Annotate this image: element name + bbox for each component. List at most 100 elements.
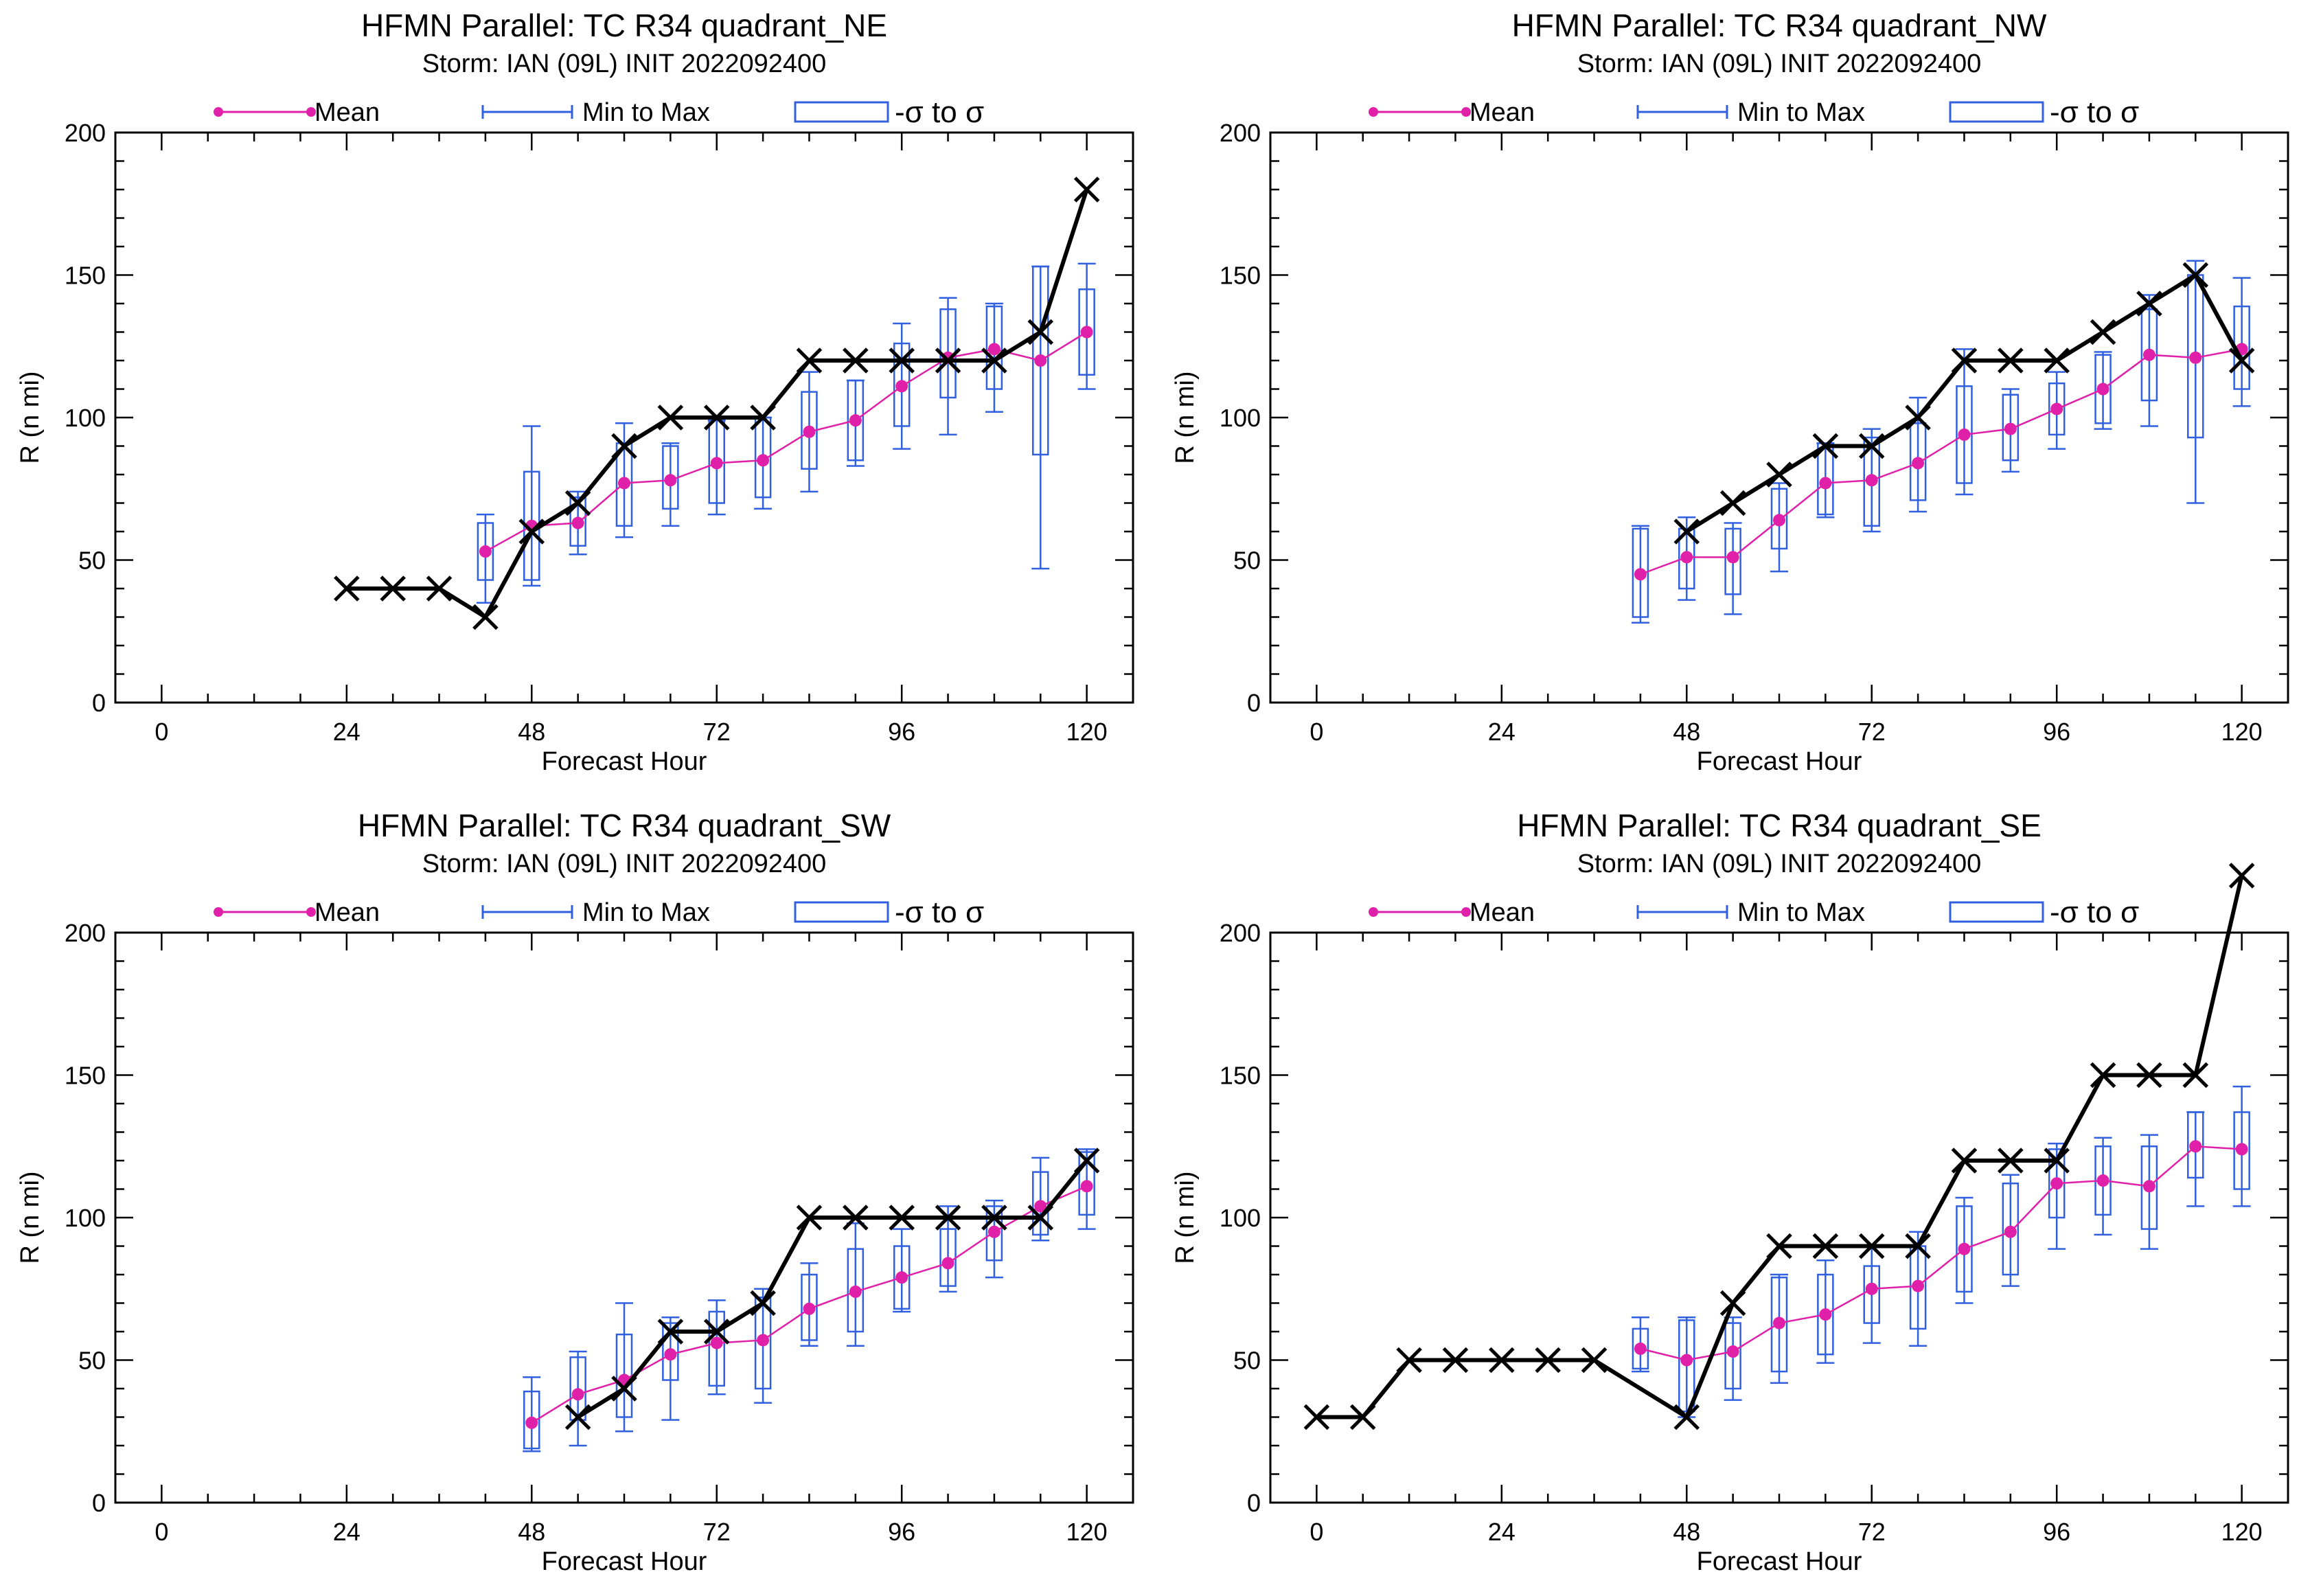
legend-mean-label: Mean — [315, 98, 380, 127]
best-track-marker — [796, 1205, 823, 1231]
legend-mean-dot — [1369, 907, 1378, 917]
best-track-marker — [334, 575, 360, 602]
best-track-marker — [564, 490, 591, 516]
sigma-box — [1632, 1327, 1649, 1370]
x-tick-label: 48 — [518, 718, 545, 746]
sigma-box — [1956, 1205, 1973, 1293]
best-track-marker — [2044, 1148, 2070, 1174]
legend-sigma-box — [794, 901, 889, 923]
best-track-marker — [750, 1290, 776, 1316]
sigma-box — [1632, 527, 1649, 618]
mean-point — [895, 380, 908, 393]
best-track-marker — [611, 1376, 637, 1402]
best-track-marker — [1489, 1347, 1515, 1373]
sigma-box — [569, 1356, 586, 1421]
best-track-marker — [1349, 1404, 1376, 1430]
legend-sigma-box — [794, 101, 889, 123]
x-tick-label: 72 — [1858, 1518, 1886, 1546]
legend: Mean Min to Max -σ to σ — [214, 95, 984, 129]
best-track-marker — [1027, 1205, 1054, 1231]
x-axis-label: Forecast Hour — [1697, 747, 1862, 776]
y-tick-label: 150 — [1220, 262, 1261, 290]
best-track-marker — [1998, 1148, 2024, 1174]
best-track-marker — [2136, 1062, 2162, 1088]
y-tick-label: 150 — [1220, 1062, 1261, 1090]
sigma-box — [893, 1245, 911, 1310]
best-track-marker — [1998, 347, 2024, 374]
x-tick-label: 24 — [1488, 718, 1516, 746]
mean-point — [664, 1348, 677, 1361]
legend: Mean Min to Max -σ to σ — [214, 896, 984, 929]
sigma-box — [847, 1248, 865, 1333]
mean-point — [1958, 1242, 1971, 1255]
chart-title: HFMN Parallel: TC R34 quadrant_NE — [361, 8, 887, 43]
sigma-box — [1678, 1319, 1695, 1413]
best-track-marker — [1673, 518, 1700, 545]
mean-point — [1819, 1308, 1832, 1321]
sigma-box — [523, 1390, 540, 1450]
x-tick-label: 0 — [1310, 718, 1323, 746]
y-tick-label: 150 — [65, 262, 106, 290]
x-tick-label: 120 — [2221, 1518, 2263, 1546]
legend-sigma-label: -σ to σ — [895, 95, 984, 129]
sigma-box — [1724, 1322, 1741, 1390]
mean-point — [571, 516, 584, 529]
chart-subtitle: Storm: IAN (09L) INIT 2022092400 — [422, 49, 827, 78]
sigma-box — [754, 1296, 772, 1390]
mean-point — [895, 1271, 908, 1284]
chart-panel: HFMN Parallel: TC R34 quadrant_SW Storm: … — [16, 808, 1134, 1576]
legend-mean-dot — [214, 107, 223, 117]
mean-point — [1634, 568, 1647, 581]
sigma-box — [985, 305, 1003, 390]
mean-point — [2050, 402, 2063, 415]
x-tick-label: 72 — [1858, 718, 1886, 746]
y-tick-label: 150 — [65, 1062, 106, 1090]
sigma-box — [1863, 436, 1880, 527]
best-track-marker — [1073, 1148, 1100, 1174]
best-track-marker — [1073, 176, 1100, 203]
mean-point — [1080, 1180, 1093, 1193]
mean-point — [803, 425, 816, 438]
mean-point — [2004, 1225, 2017, 1238]
y-tick-label: 200 — [1220, 919, 1261, 947]
legend-minmax-label: Min to Max — [582, 98, 710, 127]
y-tick-label: 0 — [92, 689, 106, 717]
x-tick-label: 48 — [518, 1518, 545, 1546]
sigma-box — [2048, 382, 2066, 436]
chart-title: HFMN Parallel: TC R34 quadrant_SW — [358, 808, 891, 843]
y-tick-label: 200 — [65, 119, 106, 147]
sigma-box — [477, 522, 494, 581]
best-track-marker — [1027, 319, 1054, 345]
x-tick-label: 96 — [888, 718, 915, 746]
chart-panel: HFMN Parallel: TC R34 quadrant_NE Storm: … — [16, 8, 1134, 776]
best-track-marker — [889, 347, 915, 374]
sigma-box — [1770, 1276, 1788, 1373]
mean-point — [2142, 1180, 2155, 1193]
mean-point — [1773, 1316, 1785, 1330]
mean-point — [1726, 551, 1739, 564]
mean-point — [1080, 326, 1093, 339]
mean-point — [2096, 1174, 2109, 1187]
best-track-marker — [2228, 347, 2255, 374]
x-tick-label: 48 — [1673, 1518, 1700, 1546]
mean-point — [757, 454, 770, 467]
mean-line — [1640, 348, 2242, 575]
y-axis-label: R (n mi) — [16, 1171, 45, 1264]
sigma-box — [1078, 288, 1095, 376]
legend-mean-label: Mean — [1470, 98, 1535, 127]
x-tick-label: 72 — [703, 1518, 731, 1546]
mean-point — [803, 1302, 816, 1315]
x-tick-label: 0 — [155, 1518, 168, 1546]
mean-point — [1634, 1342, 1647, 1355]
x-tick-label: 96 — [888, 1518, 915, 1546]
sigma-box — [1678, 527, 1695, 590]
y-axis-label: R (n mi) — [1171, 371, 1200, 464]
sigma-box — [2233, 1111, 2250, 1190]
sigma-box — [1956, 385, 1973, 484]
sigma-box — [1724, 527, 1741, 595]
legend-sigma-label: -σ to σ — [2050, 95, 2139, 129]
mean-line — [1640, 1145, 2242, 1361]
best-track-marker — [1905, 404, 1931, 431]
best-track-marker — [1858, 433, 1885, 459]
